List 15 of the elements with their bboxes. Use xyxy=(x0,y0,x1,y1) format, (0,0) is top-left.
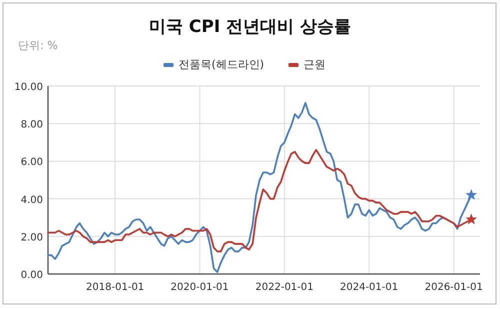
y-tick-label: 10.00 xyxy=(14,82,43,93)
y-tick-label: 4.00 xyxy=(20,194,43,206)
chart-title: 미국 CPI 전년대비 상승률 xyxy=(148,17,352,37)
y-tick-label: 8.00 xyxy=(20,120,43,131)
y-tick-label: 0.00 xyxy=(20,270,43,281)
y-tick-label: 2.00 xyxy=(20,232,43,244)
x-tick-label: 2026-01-01 xyxy=(424,282,483,293)
x-tick-label: 2022-01-01 xyxy=(255,282,314,293)
y-tick-label: 6.00 xyxy=(20,157,43,168)
legend-label: 근원 xyxy=(304,58,326,71)
chart-subtitle: 단위: % xyxy=(18,39,58,52)
x-tick-label: 2020-01-01 xyxy=(170,282,229,293)
x-tick-label: 2024-01-01 xyxy=(340,282,398,293)
legend-label: 전품목(헤드라인) xyxy=(178,58,264,71)
x-tick-label: 2018-01-01 xyxy=(86,282,144,293)
